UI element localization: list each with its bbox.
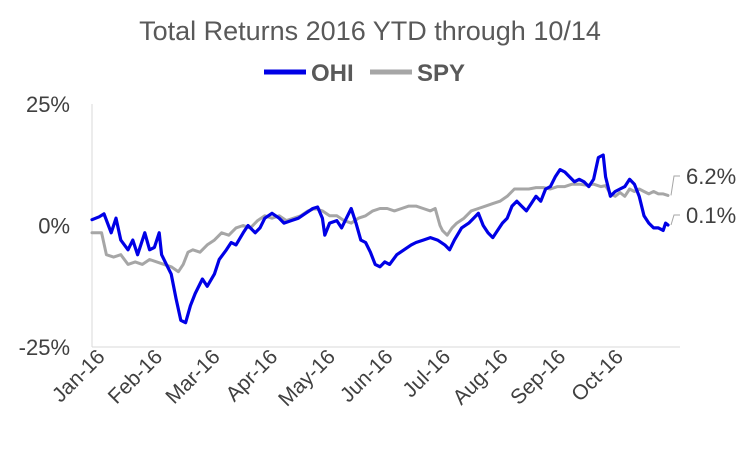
x-tick-label: May-16 xyxy=(274,345,340,411)
series-layer xyxy=(90,153,670,325)
end-label-ohi: 0.1% xyxy=(686,203,736,228)
x-tick-label: Sep-16 xyxy=(506,345,570,409)
x-tick-label: Jul-16 xyxy=(398,345,455,402)
legend-label-ohi: OHI xyxy=(311,60,354,87)
end-label-spy: 6.2% xyxy=(686,164,736,189)
x-tick-label: Mar-16 xyxy=(161,345,224,408)
x-tick-label: Aug-16 xyxy=(449,345,513,409)
y-tick-label: 25% xyxy=(26,92,70,117)
x-tick-label: Oct-16 xyxy=(567,345,628,406)
series-line-spy xyxy=(90,182,670,274)
chart-title: Total Returns 2016 YTD through 10/14 xyxy=(139,16,601,46)
y-tick-label: 0% xyxy=(38,214,70,239)
x-tick-label: Feb-16 xyxy=(104,345,167,408)
x-tick-label: Jun-16 xyxy=(336,345,398,407)
end-label-leader xyxy=(670,175,680,196)
end-label-leader xyxy=(670,214,680,226)
series-line-ohi xyxy=(90,153,670,325)
x-tick-label: Apr-16 xyxy=(222,345,283,406)
y-ticks: 25% 0% -25% xyxy=(19,92,70,360)
legend-label-spy: SPY xyxy=(417,60,465,87)
end-labels: 6.2% 0.1% xyxy=(670,164,736,228)
y-tick-label: -25% xyxy=(19,335,70,360)
legend: OHI SPY xyxy=(264,60,465,87)
